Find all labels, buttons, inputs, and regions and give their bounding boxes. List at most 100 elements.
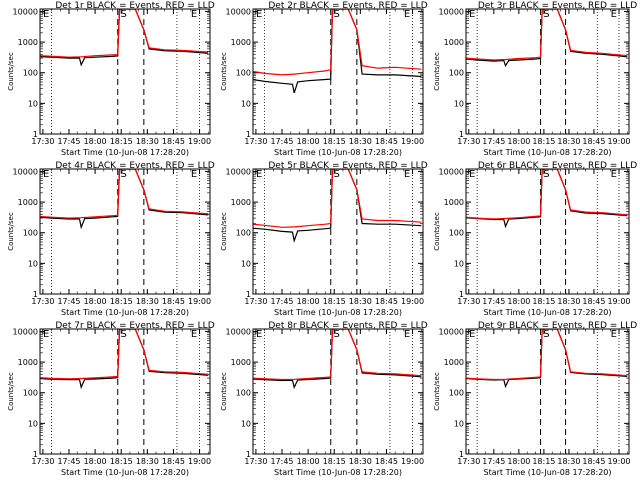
y-tick-label: 10000 [439,167,464,176]
x-tick-label: 17:30 [31,457,54,466]
series-line-black [253,169,422,243]
x-tick-label: 17:45 [482,297,505,306]
x-tick-label: 18:30 [557,137,580,146]
x-axis-label: Start Time (10-Jun-08 17:28:20) [61,468,189,477]
y-tick-label: 1000 [444,198,464,207]
y-axis-label: Counts/sec [220,212,228,251]
panel-det-8: Det 8r BLACK = Events, RED = LLD Counts/s… [220,321,428,477]
panel-title: Det 1r BLACK = Events, RED = LLD [55,1,214,11]
y-tick-label: 100 [236,69,251,78]
x-tick-label: 17:30 [244,297,267,306]
x-tick-label: 18:15 [110,137,133,146]
x-tick-label: 18:00 [84,137,107,146]
y-tick-label: 100 [236,389,251,398]
y-tick-label: 1000 [444,38,464,47]
y-tick-label: 1000 [231,358,251,367]
x-axis-label: Start Time (10-Jun-08 17:28:20) [274,148,402,157]
x-tick-label: 18:00 [507,297,530,306]
y-tick-label: 1 [459,450,464,459]
x-tick-label: 17:45 [57,457,80,466]
x-tick-label: 17:30 [244,457,267,466]
x-tick-label: 17:30 [457,137,480,146]
series-line-red [253,169,422,228]
x-tick-label: 18:15 [110,297,133,306]
series-line-red [466,9,628,61]
annotation-label: E [404,169,410,180]
panel-title: Det 7r BLACK = Events, RED = LLD [55,321,214,331]
annotation-label: E [611,329,617,340]
y-tick-label: 10 [454,259,464,268]
annotation-label: E [256,169,262,180]
x-tick-label: 17:30 [31,137,54,146]
y-axis-label: Counts/sec [7,52,15,91]
annotation-label: E [191,9,197,20]
y-axis-label: Counts/sec [7,372,15,411]
series-line-red [40,329,209,380]
x-tick-label: 17:30 [457,297,480,306]
x-tick-label: 18:45 [162,457,185,466]
panel-det-1: Det 1r BLACK = Events, RED = LLD Counts/s… [7,1,215,157]
x-tick-label: 18:45 [162,297,185,306]
panel-title: Det 3r BLACK = Events, RED = LLD [478,1,637,11]
y-tick-label: 100 [236,229,251,238]
y-tick-label: 100 [23,69,38,78]
panel-det-9: Det 9r BLACK = Events, RED = LLD Counts/s… [433,321,637,477]
x-tick-label: 18:15 [110,457,133,466]
y-tick-label: 10 [454,99,464,108]
y-tick-label: 1000 [231,38,251,47]
annotation-label: E [256,9,262,20]
plot-frame [465,8,630,135]
x-tick-label: 19:00 [401,457,424,466]
series-line-black [253,9,422,94]
y-tick-label: 1 [246,130,251,139]
y-axis-label: Counts/sec [220,372,228,411]
panel-title: Det 6r BLACK = Events, RED = LLD [478,161,637,171]
x-tick-label: 18:45 [162,137,185,146]
x-axis-label: Start Time (10-Jun-08 17:28:20) [274,308,402,317]
panel-title: Det 8r BLACK = Events, RED = LLD [268,321,427,331]
y-axis-label: Counts/sec [433,372,441,411]
y-tick-label: 10 [454,419,464,428]
y-tick-label: 1000 [18,358,38,367]
x-tick-label: 18:30 [349,297,372,306]
x-tick-label: 18:15 [532,297,555,306]
y-tick-label: 1 [459,130,464,139]
x-tick-label: 19:00 [188,297,211,306]
x-tick-label: 17:45 [57,137,80,146]
y-tick-label: 1000 [18,198,38,207]
y-tick-label: 100 [23,389,38,398]
annotation-label: S [120,329,126,340]
x-tick-label: 17:45 [270,297,293,306]
y-tick-label: 10000 [226,167,251,176]
x-axis-label: Start Time (10-Jun-08 17:28:20) [484,308,612,317]
x-tick-label: 19:00 [188,137,211,146]
annotation-label: S [333,329,339,340]
x-tick-label: 18:15 [323,137,346,146]
x-tick-label: 18:15 [323,457,346,466]
x-tick-label: 17:45 [482,137,505,146]
x-tick-label: 18:30 [557,297,580,306]
y-tick-label: 10000 [226,7,251,16]
plot-frame [465,168,630,295]
annotation-label: E [191,169,197,180]
y-axis-label: Counts/sec [7,212,15,251]
annotation-label: E [256,329,262,340]
y-tick-label: 10000 [13,7,38,16]
panel-title: Det 5r BLACK = Events, RED = LLD [268,161,427,171]
x-tick-label: 18:45 [582,137,605,146]
x-tick-label: 18:30 [136,297,159,306]
y-tick-label: 10000 [439,7,464,16]
x-tick-label: 19:00 [607,457,630,466]
x-tick-label: 18:30 [349,137,372,146]
y-tick-label: 1 [459,290,464,299]
x-tick-label: 19:00 [607,297,630,306]
plot-frame [39,168,211,295]
panel-det-6: Det 6r BLACK = Events, RED = LLD Counts/s… [433,161,637,317]
series-line-red [253,329,422,381]
annotation-label: E [611,9,617,20]
y-tick-label: 10 [241,99,251,108]
annotation-label: S [333,9,339,20]
y-tick-label: 10000 [13,167,38,176]
x-tick-label: 18:00 [84,297,107,306]
series-line-red [466,169,628,220]
